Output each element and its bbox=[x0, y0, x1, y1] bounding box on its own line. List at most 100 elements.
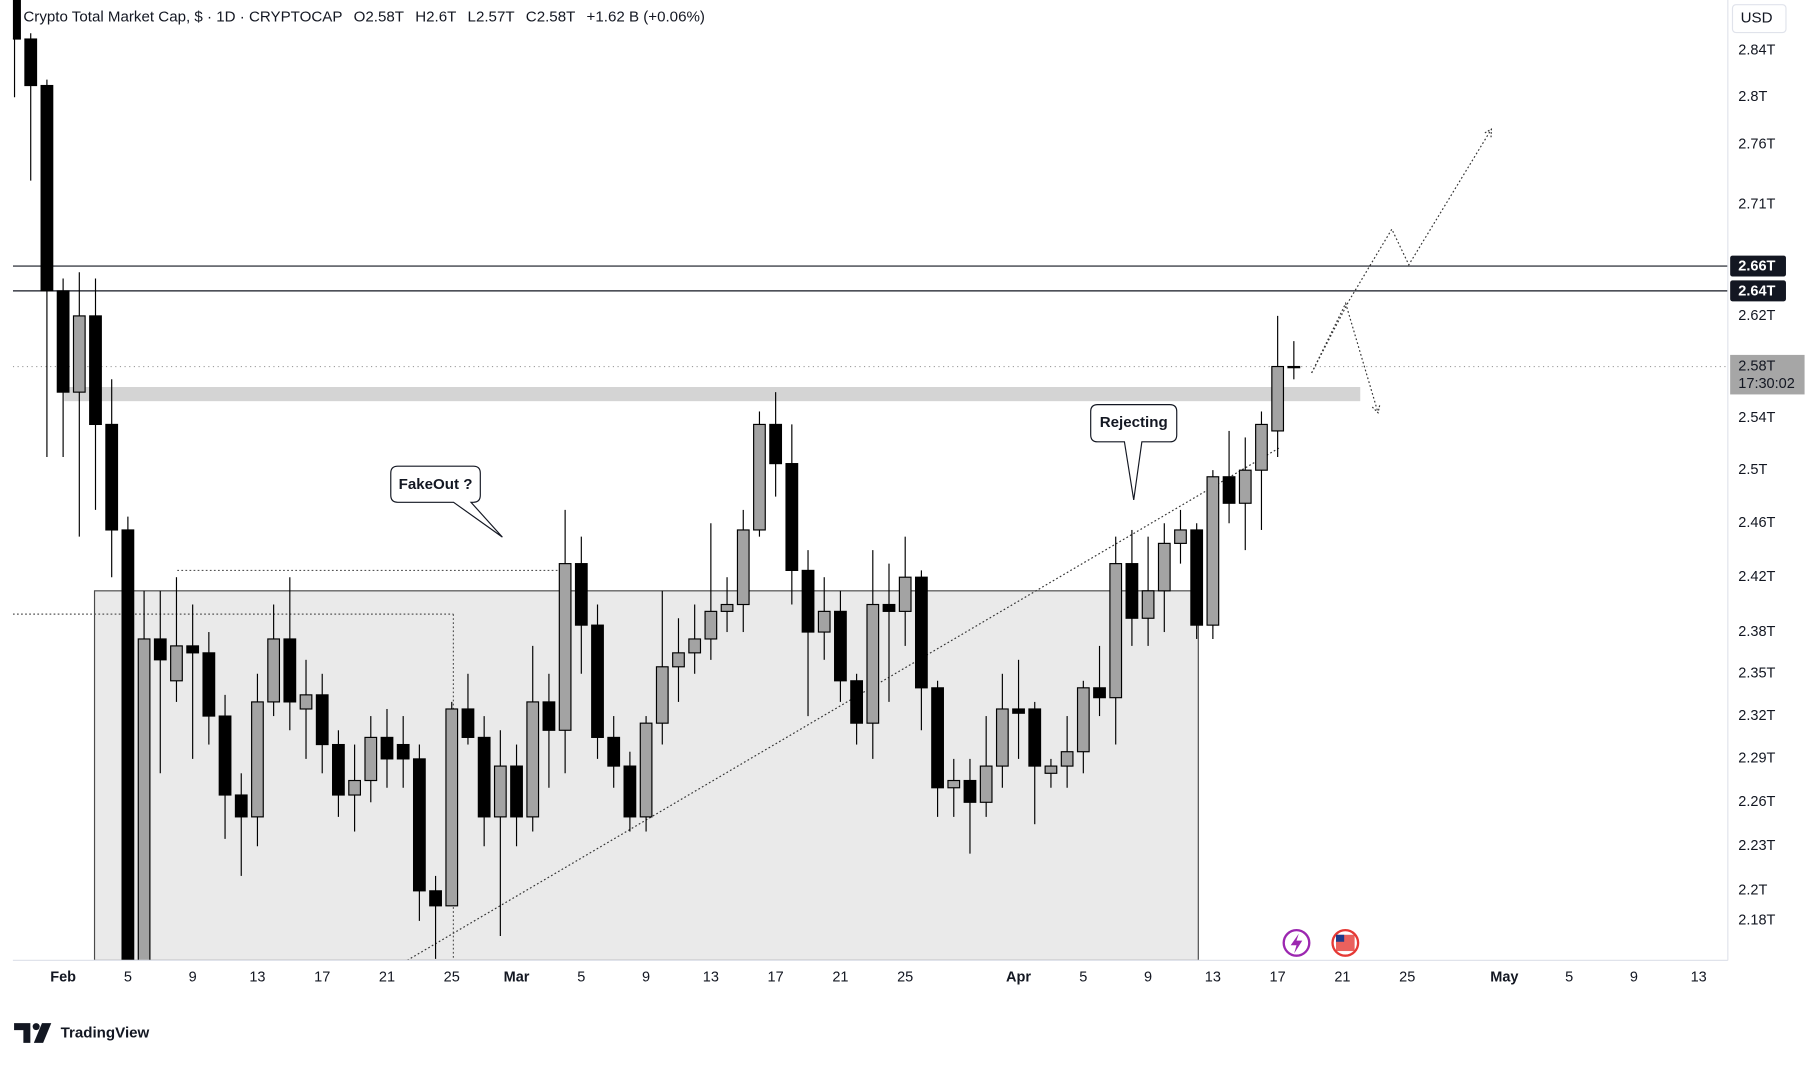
candle-body bbox=[56, 290, 70, 393]
candle bbox=[1190, 523, 1204, 639]
resistance-zone bbox=[64, 387, 1361, 402]
projection-path bbox=[1311, 301, 1379, 413]
candle bbox=[186, 604, 200, 759]
candle-body bbox=[1028, 708, 1042, 767]
candle bbox=[753, 411, 766, 537]
candle-body bbox=[639, 722, 653, 818]
x-tick-label: 9 bbox=[1144, 970, 1152, 986]
x-tick-label: 21 bbox=[379, 970, 395, 986]
candle bbox=[785, 424, 799, 605]
candle bbox=[995, 673, 1009, 788]
currency-button[interactable] bbox=[1731, 4, 1787, 34]
x-tick-label: 25 bbox=[444, 970, 460, 986]
candle bbox=[332, 730, 345, 817]
candle bbox=[1206, 470, 1220, 639]
y-tick-label: 2.62T bbox=[1738, 308, 1775, 324]
candle-body bbox=[251, 701, 264, 818]
candle bbox=[769, 392, 783, 497]
candle bbox=[1271, 315, 1285, 458]
y-tick-label: 2.46T bbox=[1738, 515, 1775, 531]
y-tick-label: 2.26T bbox=[1738, 794, 1775, 810]
y-tick-label: 2.18T bbox=[1738, 913, 1775, 929]
candle-body bbox=[267, 638, 281, 703]
candle-body bbox=[1076, 687, 1090, 753]
candle-body bbox=[607, 736, 621, 767]
x-tick-label: 5 bbox=[577, 970, 585, 986]
candle-body bbox=[202, 652, 216, 717]
candle bbox=[396, 716, 410, 788]
callout-fakeout: FakeOut ? bbox=[390, 465, 503, 538]
candle-body bbox=[623, 765, 637, 818]
candle bbox=[1255, 411, 1268, 530]
price-tag-label: 2.58T bbox=[1738, 358, 1775, 374]
chart-header: Crypto Total Market Cap, $ · 1D · CRYPTO… bbox=[23, 8, 705, 25]
lightning-glyph bbox=[1290, 933, 1303, 954]
candle bbox=[137, 590, 151, 961]
candle bbox=[639, 716, 653, 832]
candle-body bbox=[429, 890, 442, 907]
x-tick-label: Feb bbox=[50, 970, 76, 986]
annotation-text: FakeOut ? bbox=[399, 476, 473, 493]
candle bbox=[720, 577, 734, 633]
candle-body bbox=[1093, 687, 1106, 699]
projection-path bbox=[1311, 128, 1492, 374]
candle bbox=[623, 751, 637, 832]
candle bbox=[12, 0, 21, 98]
candle-body bbox=[493, 765, 507, 818]
x-tick-label: 9 bbox=[1630, 970, 1638, 986]
candle-body bbox=[380, 736, 394, 760]
brand-logo: TradingView bbox=[14, 1023, 150, 1043]
candle bbox=[963, 758, 977, 854]
candle bbox=[364, 716, 378, 803]
candle bbox=[170, 577, 183, 702]
level-tag-label: 2.66T bbox=[1738, 258, 1775, 274]
candle-body bbox=[1012, 708, 1025, 714]
x-tick-label: 17 bbox=[314, 970, 330, 986]
candle bbox=[817, 577, 831, 660]
candle bbox=[72, 272, 86, 537]
candle bbox=[736, 509, 750, 633]
candle-body bbox=[785, 463, 799, 571]
candle bbox=[655, 590, 669, 745]
candle bbox=[445, 701, 459, 907]
candle bbox=[1222, 430, 1236, 524]
candle-body bbox=[931, 687, 944, 789]
candle bbox=[866, 550, 880, 759]
trendline bbox=[406, 447, 1280, 961]
candle bbox=[1044, 758, 1058, 788]
candle-body bbox=[1060, 751, 1074, 767]
candle bbox=[429, 875, 442, 959]
candle bbox=[477, 716, 491, 847]
candle bbox=[882, 563, 896, 702]
ohlc-open: O2.58T bbox=[354, 8, 404, 25]
y-tick-label: 2.54T bbox=[1738, 410, 1775, 426]
candle-body bbox=[672, 652, 685, 668]
candle bbox=[1093, 645, 1106, 717]
x-tick-label: May bbox=[1490, 970, 1518, 986]
x-tick-label: 5 bbox=[1079, 970, 1087, 986]
price-tag-countdown: 17:30:02 bbox=[1738, 376, 1795, 392]
candle bbox=[510, 744, 523, 847]
callout-shape bbox=[390, 465, 503, 538]
candle-body bbox=[1044, 765, 1058, 774]
candle bbox=[315, 673, 329, 774]
candle-body bbox=[510, 765, 523, 818]
candle bbox=[299, 659, 313, 759]
level-tag bbox=[1730, 280, 1786, 302]
currency-label[interactable]: USD bbox=[1741, 10, 1773, 27]
candle bbox=[914, 570, 928, 731]
x-tick-label: 21 bbox=[1334, 970, 1350, 986]
y-tick-label: 2.38T bbox=[1738, 624, 1775, 640]
candle bbox=[1125, 529, 1139, 646]
y-tick-label: 2.84T bbox=[1738, 42, 1775, 58]
x-tick-label: Mar bbox=[504, 970, 530, 986]
projection-arrowhead bbox=[1484, 128, 1493, 138]
x-tick-label: 13 bbox=[703, 970, 719, 986]
candle-body bbox=[1206, 476, 1220, 626]
candle-body bbox=[574, 563, 588, 626]
candle-body bbox=[850, 680, 864, 724]
candle bbox=[672, 618, 685, 702]
y-tick-label: 2.35T bbox=[1738, 666, 1775, 682]
candle bbox=[850, 673, 864, 745]
